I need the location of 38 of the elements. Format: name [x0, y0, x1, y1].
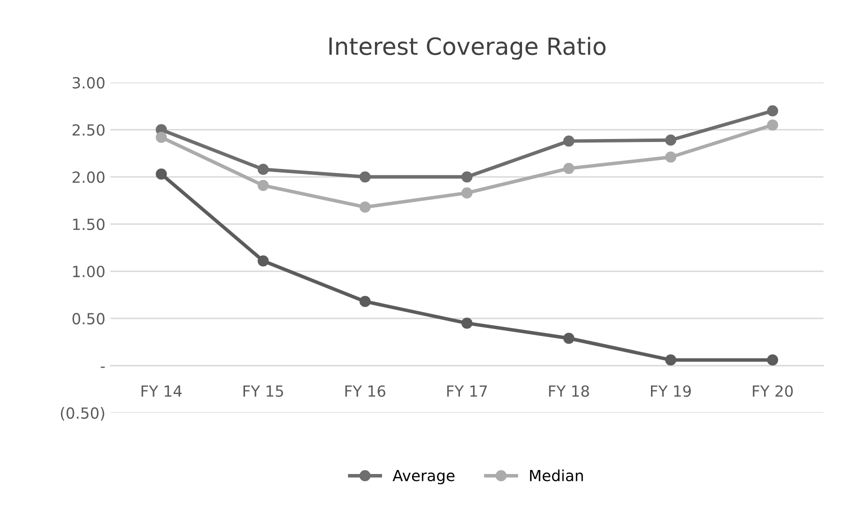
- point: [360, 296, 371, 308]
- point: [563, 162, 574, 174]
- point: [767, 105, 778, 116]
- y-tick-label: 2.50: [72, 124, 104, 136]
- point: [767, 119, 778, 131]
- point: [360, 171, 371, 182]
- point: [563, 332, 574, 344]
- point: [767, 354, 778, 366]
- point: [461, 171, 473, 182]
- x-tick-label: FY 17: [447, 386, 487, 397]
- legend-label: Average: [392, 470, 454, 484]
- point: [156, 168, 167, 180]
- x-tick-label: FY 14: [142, 386, 182, 397]
- point: [665, 152, 676, 163]
- y-tick-label: 2.00: [72, 171, 104, 183]
- chart-title: Interest Coverage Ratio: [329, 36, 606, 60]
- x-tick-label: FY 19: [651, 385, 691, 397]
- point: [156, 132, 167, 143]
- x-tick-label: FY 16: [345, 385, 386, 397]
- y-tick-label: (0.50): [60, 407, 104, 421]
- point: [258, 164, 269, 175]
- point: [360, 202, 371, 213]
- x-tick-label: FY 20: [752, 385, 793, 397]
- y-tick-label: 3.00: [72, 77, 104, 89]
- x-tick-label: FY 15: [243, 386, 284, 397]
- x-tick-label: FY 18: [549, 385, 589, 397]
- point: [258, 180, 269, 191]
- point: [665, 134, 676, 146]
- y-tick-label: 1.50: [73, 218, 104, 230]
- point: [665, 354, 676, 366]
- point: [461, 318, 473, 329]
- legend-label: Median: [530, 469, 583, 482]
- point: [258, 255, 269, 266]
- y-tick-label: 0.50: [72, 312, 104, 324]
- point: [461, 187, 473, 199]
- point: [563, 136, 574, 147]
- y-tick-label: 1.00: [73, 266, 104, 278]
- y-tick-label: -: [100, 366, 105, 368]
